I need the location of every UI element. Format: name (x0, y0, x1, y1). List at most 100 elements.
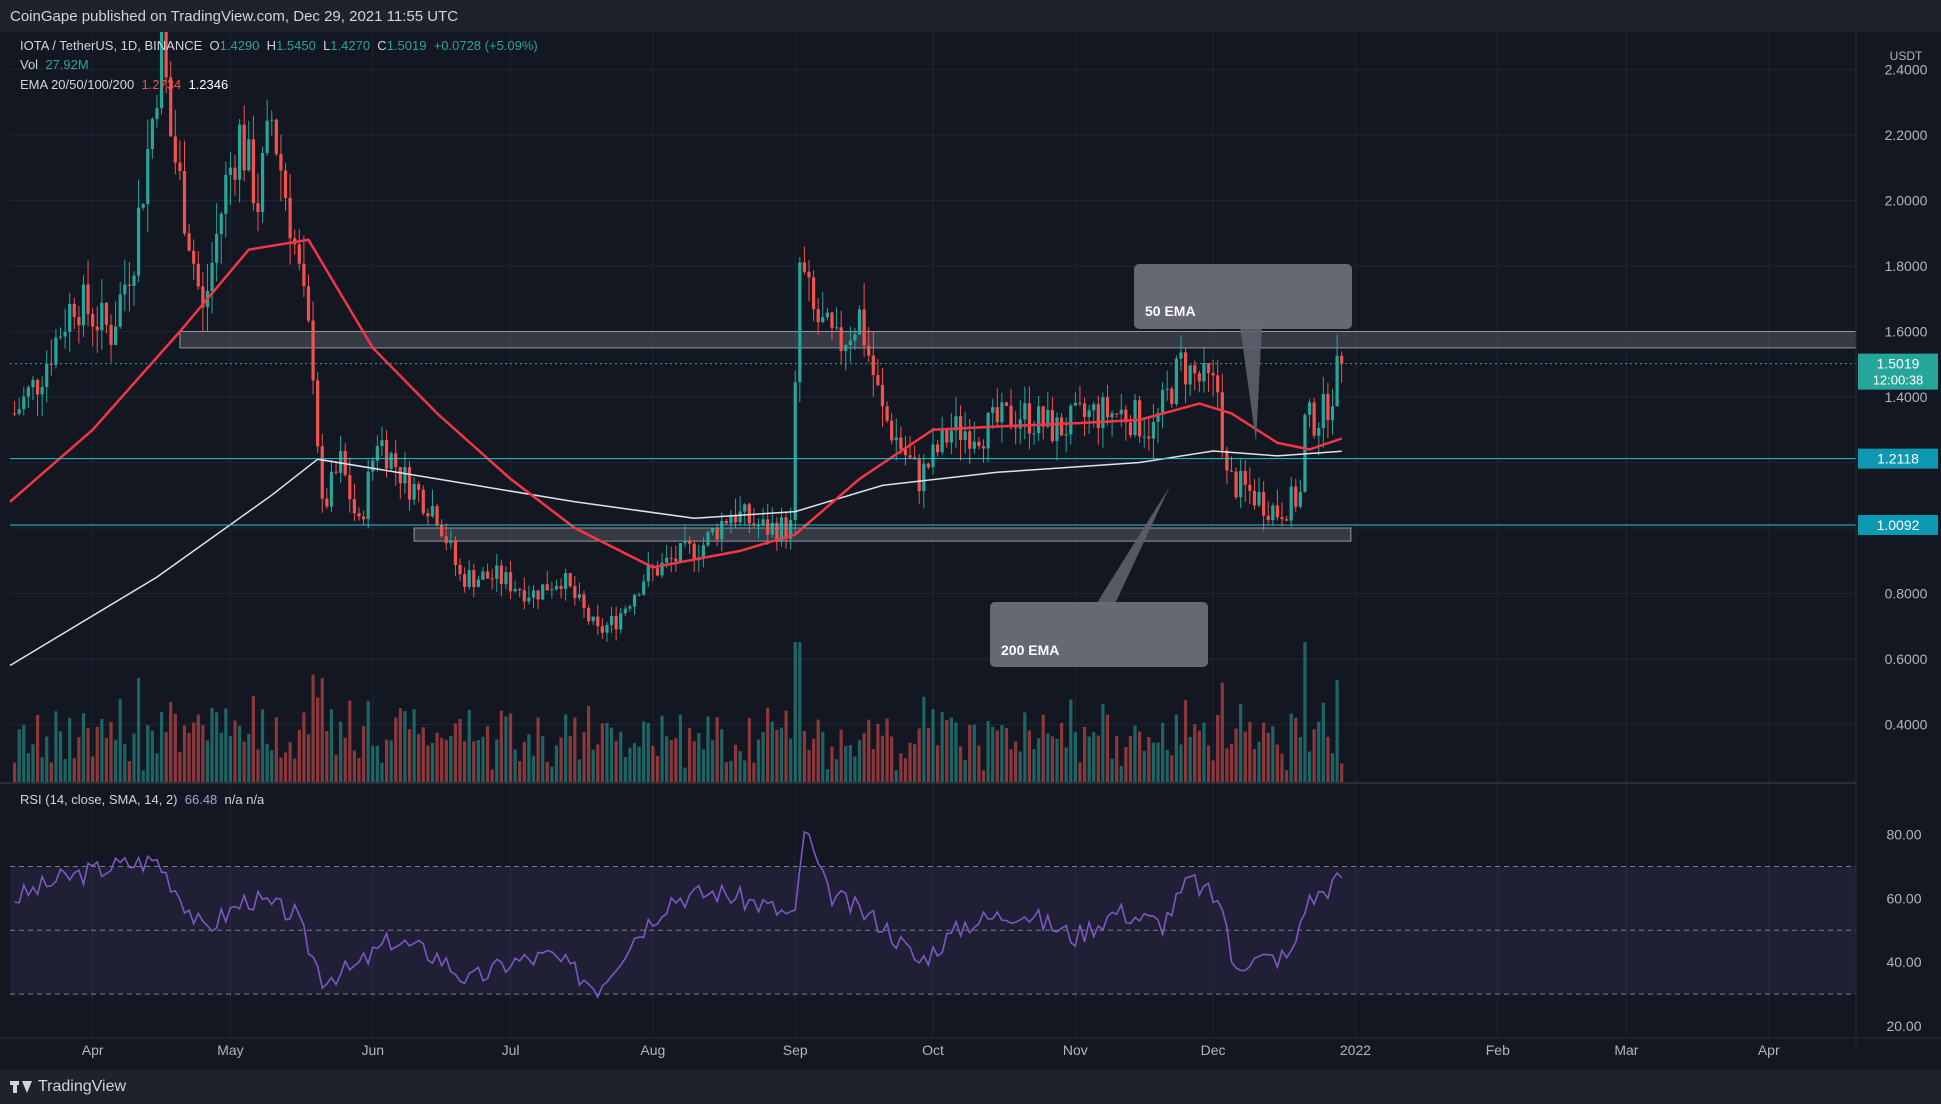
candle-body (68, 303, 72, 332)
volume-bar (697, 733, 701, 782)
ema-legend: EMA 20/50/100/200 1.2734 1.2346 (20, 77, 228, 92)
candle-body (118, 294, 122, 327)
volume-bar (550, 766, 554, 782)
volume-bar (215, 712, 219, 782)
volume-bar (632, 743, 637, 782)
candle-body (1082, 403, 1087, 417)
candle-body (1188, 365, 1192, 385)
candle-body (1027, 403, 1032, 434)
candle-body (325, 498, 329, 507)
volume-bar (821, 731, 825, 782)
volume-bar (1147, 737, 1151, 782)
candle-body (968, 431, 972, 449)
candle-body (182, 171, 187, 234)
candle-body (1248, 484, 1252, 491)
candle-body (224, 174, 228, 214)
volume-bar (582, 732, 586, 782)
volume-bar (1165, 749, 1169, 782)
volume-bar (1027, 730, 1032, 782)
candle-body (1138, 400, 1142, 437)
volume-bar (637, 746, 641, 782)
level-upper-tag-bg (1858, 448, 1938, 469)
volume-bar (1307, 751, 1312, 782)
candle-body (421, 489, 425, 514)
callouts: 50 EMA 200 EMA (990, 264, 1352, 667)
volume-bar (844, 745, 848, 782)
volume-bar (1046, 733, 1050, 782)
candle-body (784, 517, 788, 539)
time-tick-label: Nov (1063, 1042, 1088, 1058)
chart-area[interactable]: 50 EMA 200 EMA 0.40000.60000.80001.00001… (0, 32, 1941, 1070)
candle-body (825, 312, 829, 318)
price-zones (179, 331, 1857, 542)
candle-body (775, 522, 779, 543)
time-tick-label: Apr (82, 1042, 104, 1058)
volume-bar (224, 708, 228, 782)
candle-body (31, 379, 35, 388)
volume-bar (770, 721, 774, 782)
tradingview-logo-icon (10, 1081, 32, 1093)
candle-body (22, 396, 26, 410)
volume-bar (242, 741, 246, 782)
candle-body (366, 471, 370, 520)
candle-body (389, 453, 393, 469)
volume-bar (811, 738, 816, 782)
volume-bar (22, 724, 26, 782)
volume-bar (380, 762, 384, 782)
candle-body (467, 570, 471, 587)
candle-body (706, 532, 710, 546)
candle-body (260, 152, 265, 212)
volume-bar (775, 729, 779, 782)
volume-bar (54, 711, 58, 782)
volume-bar (660, 715, 664, 782)
volume-bar (283, 752, 288, 782)
candle-body (1229, 470, 1234, 472)
candle-body (1133, 400, 1137, 436)
volume-bar (302, 712, 306, 782)
volume-bar (288, 742, 292, 782)
candle-body (834, 327, 839, 329)
volume-bar (678, 714, 683, 782)
candle-body (513, 589, 517, 592)
candle-body (40, 386, 44, 395)
candle-body (977, 441, 981, 447)
volume-bar (816, 719, 820, 782)
volume-bar (793, 642, 797, 782)
time-tick-label: Jul (502, 1042, 520, 1058)
volume-bar (169, 701, 173, 782)
time-tick-label: Apr (1758, 1042, 1780, 1058)
volume-bar (311, 674, 315, 782)
volume-bar (339, 721, 343, 782)
volume-bar (1142, 750, 1146, 782)
candle-body (237, 124, 242, 180)
candle-body (228, 167, 233, 175)
candle-body (150, 119, 154, 150)
volume-bar (752, 762, 756, 782)
volume-bar (536, 717, 540, 782)
volume-bar (1064, 747, 1068, 782)
candle-body (518, 589, 522, 591)
volume-bar (1225, 748, 1229, 782)
candle-body (720, 520, 724, 540)
open-label: O (209, 38, 220, 53)
candle-body (256, 203, 260, 212)
volume-bar (747, 717, 751, 782)
volume-bar (403, 711, 407, 782)
candle-body (660, 562, 664, 576)
candle-body (297, 244, 301, 264)
volume-bar (1335, 680, 1339, 782)
candle-body (1183, 352, 1188, 385)
price-tick-label: 2.4000 (1885, 62, 1928, 78)
volume-bar (136, 678, 141, 782)
volume-bar (628, 747, 632, 782)
candle-body (1092, 404, 1096, 411)
candle-body (922, 463, 926, 492)
volume-bar (481, 736, 485, 782)
candle-body (311, 320, 315, 381)
candle-body (995, 407, 999, 423)
volume-bar (1156, 742, 1160, 782)
low-value: 1.4270 (330, 38, 371, 53)
candle-body (789, 519, 793, 539)
volume-bar (876, 723, 880, 782)
candlesticks (12, 32, 1344, 642)
